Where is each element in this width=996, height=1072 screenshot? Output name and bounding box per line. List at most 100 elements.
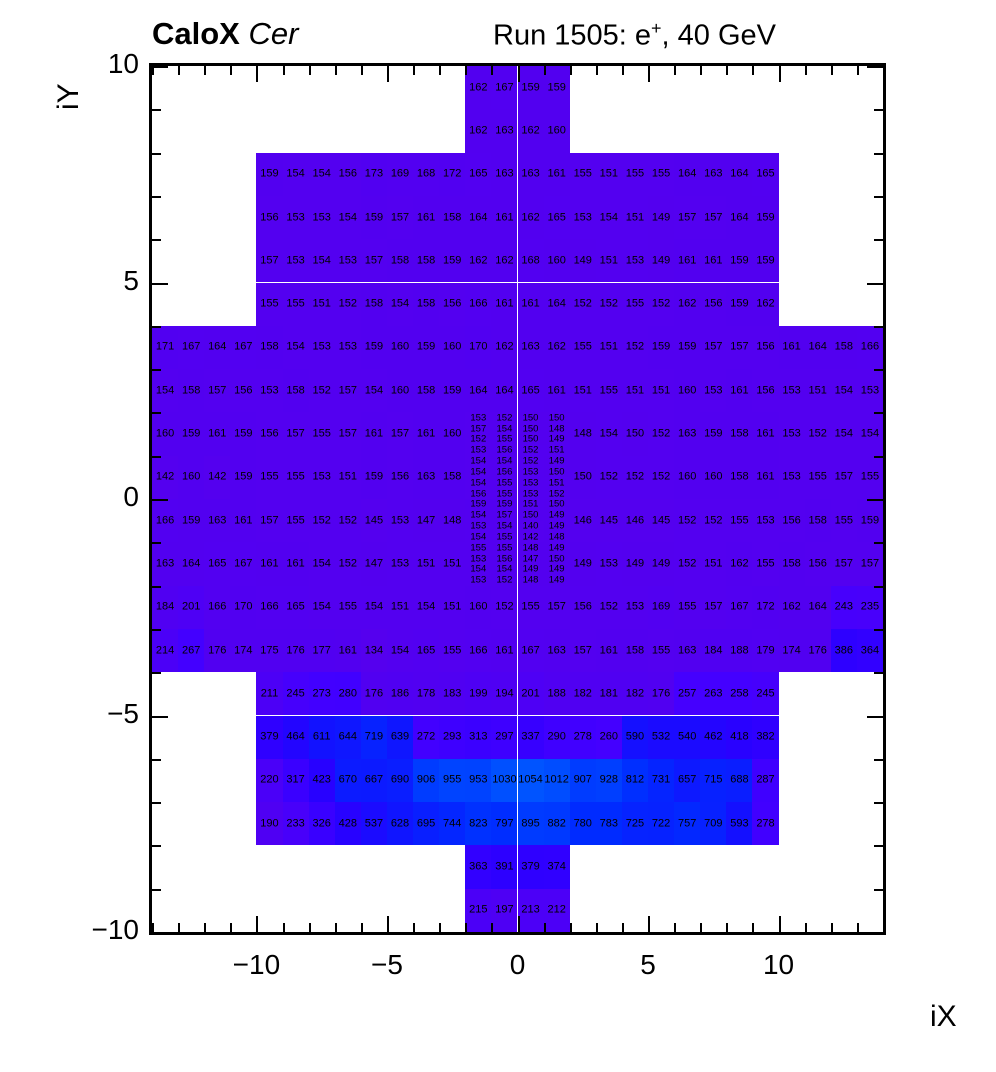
cell-value: 379 (521, 860, 540, 873)
cell-value: 174 (782, 644, 801, 657)
heatmap-cell: 162 (726, 542, 753, 586)
cell-value: 151 (443, 557, 462, 570)
cell-value: 149 (548, 520, 565, 532)
heatmap-cell: 374 (543, 845, 570, 889)
heatmap-cell: 152 (334, 499, 361, 543)
cell-value: 154 (496, 563, 513, 575)
y-minor-tick (152, 325, 161, 328)
heatmap-fine-cell: 150 (517, 423, 544, 435)
cell-value: 146 (625, 514, 645, 527)
heatmap-cell: 744 (439, 802, 466, 846)
heatmap-cell: 161 (334, 628, 361, 673)
cell-value: 152 (625, 470, 645, 483)
cell-value: 151 (599, 167, 619, 180)
heatmap-cell: 159 (517, 66, 544, 110)
heatmap-cell: 895 (517, 802, 544, 846)
cell-value: 158 (181, 384, 201, 397)
cell-value: 163 (155, 557, 175, 570)
cell-value: 211 (260, 687, 279, 700)
y-minor-tick (874, 585, 883, 588)
cell-value: 155 (625, 167, 645, 180)
heatmap-cell: 163 (491, 152, 518, 196)
heatmap-fine-cell: 155 (491, 434, 518, 445)
heatmap-cell: 290 (543, 715, 570, 759)
heatmap-cell: 163 (517, 325, 544, 370)
cell-value: 162 (495, 340, 514, 353)
heatmap-cell: 159 (726, 282, 753, 326)
cell-value: 159 (260, 167, 279, 180)
cell-value: 160 (469, 600, 488, 613)
heatmap-cell: 160 (178, 455, 205, 499)
heatmap-cell: 725 (621, 802, 649, 846)
heatmap-cell: 159 (178, 412, 205, 456)
heatmap-cell: 267 (178, 628, 205, 673)
cell-value: 162 (547, 340, 566, 353)
heatmap-cell: 158 (178, 369, 205, 413)
cell-value: 153 (286, 211, 305, 224)
heatmap-cell: 154 (152, 369, 179, 413)
heatmap-cell: 160 (543, 109, 570, 153)
cell-value: 159 (234, 470, 253, 483)
cell-value: 154 (286, 167, 305, 180)
cell-value: 156 (782, 514, 801, 527)
heatmap-cell: 157 (256, 499, 283, 543)
y-tick-label: 5 (123, 264, 139, 296)
cell-value: 159 (521, 81, 540, 94)
heatmap-cell: 154 (830, 412, 857, 456)
heatmap-fine-cell: 149 (543, 455, 570, 467)
heatmap-fine-cell: 149 (543, 434, 570, 445)
cell-value: 159 (547, 81, 566, 94)
heatmap-cell: 161 (360, 412, 387, 456)
cell-value: 182 (573, 687, 592, 700)
x-minor-tick (230, 923, 233, 932)
cell-value: 154 (470, 466, 487, 478)
heatmap-fine-cell: 156 (491, 444, 518, 456)
heatmap-cell: 161 (491, 282, 518, 326)
heatmap-cell: 159 (752, 195, 779, 240)
heatmap-cell: 199 (465, 672, 492, 716)
cell-value: 164 (469, 211, 488, 224)
cell-value: 153 (756, 514, 775, 527)
y-minor-tick (152, 412, 161, 415)
cell-value: 163 (521, 167, 540, 180)
heatmap-cell: 731 (648, 758, 675, 803)
cell-value: 155 (625, 297, 645, 310)
heatmap-cell: 154 (360, 369, 387, 413)
heatmap-cell: 161 (282, 542, 309, 586)
cell-value: 163 (521, 340, 540, 353)
heatmap-cell: 151 (334, 455, 361, 499)
heatmap-cell: 175 (256, 628, 283, 673)
cell-value: 158 (730, 427, 749, 440)
heatmap-cell: 156 (256, 195, 283, 240)
cell-value: 166 (260, 600, 279, 613)
cell-value: 161 (260, 557, 279, 570)
cell-value: 155 (470, 541, 487, 553)
cell-value: 220 (260, 773, 279, 786)
cell-value: 955 (443, 773, 462, 786)
heatmap-cell: 168 (517, 239, 544, 283)
heatmap-fine-cell: 150 (543, 553, 570, 564)
cell-value: 156 (496, 444, 513, 456)
heatmap-cell: 158 (360, 282, 387, 326)
cell-value: 147 (522, 552, 539, 564)
cell-value: 154 (312, 254, 331, 267)
cell-value: 157 (390, 211, 410, 224)
cell-value: 1030 (492, 773, 517, 786)
heatmap-cell: 160 (700, 455, 727, 499)
heatmap-cell: 165 (465, 152, 492, 196)
cell-value: 164 (208, 340, 227, 353)
cell-value: 154 (470, 509, 487, 521)
cell-value: 145 (651, 514, 671, 527)
heatmap-cell: 158 (413, 239, 440, 283)
cell-value: 160 (443, 427, 462, 440)
cell-value: 165 (416, 644, 436, 657)
heatmap-cell: 161 (230, 499, 257, 543)
cell-value: 152 (599, 297, 619, 310)
cell-value: 154 (470, 563, 487, 575)
heatmap-cell: 176 (204, 628, 231, 673)
heatmap-cell: 159 (543, 66, 570, 110)
y-axis-title-wrap: iY (40, 62, 85, 122)
cell-value: 156 (443, 297, 462, 310)
heatmap-cell: 215 (465, 888, 492, 932)
